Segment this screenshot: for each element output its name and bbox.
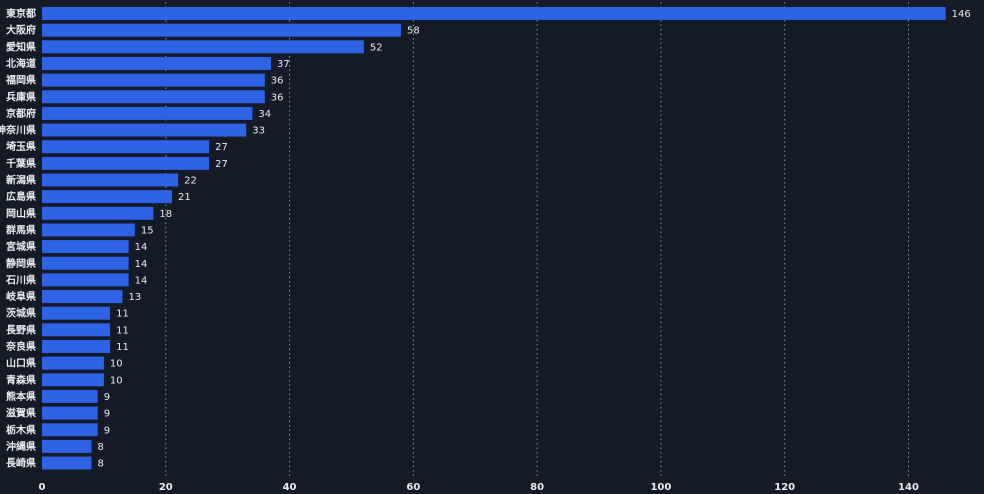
x-tick-label: 140 bbox=[898, 482, 919, 493]
bar-京都府 bbox=[42, 106, 253, 120]
bar-栃木県 bbox=[42, 423, 98, 437]
value-label: 18 bbox=[159, 209, 172, 220]
bar-茨城県 bbox=[42, 306, 111, 320]
bar-岐阜県 bbox=[42, 290, 123, 304]
value-label: 8 bbox=[98, 459, 104, 470]
bars bbox=[42, 7, 946, 470]
category-label: 兵庫県 bbox=[6, 90, 36, 103]
category-label: 石川県 bbox=[5, 273, 36, 286]
category-label: 長崎県 bbox=[6, 457, 36, 470]
value-label: 9 bbox=[104, 409, 110, 420]
category-label: 京都府 bbox=[6, 107, 36, 120]
value-label: 27 bbox=[215, 142, 228, 153]
category-labels: 東京都大阪府愛知県北海道福岡県兵庫県京都府神奈川県埼玉県千葉県新潟県広島県岡山県… bbox=[0, 7, 36, 470]
bar-広島県 bbox=[42, 190, 172, 204]
category-label: 沖縄県 bbox=[6, 440, 36, 453]
bar-沖縄県 bbox=[42, 439, 92, 453]
bar-愛知県 bbox=[42, 40, 364, 54]
value-label: 36 bbox=[271, 92, 284, 103]
value-label: 10 bbox=[110, 375, 123, 386]
category-label: 岐阜県 bbox=[6, 290, 36, 303]
bar-長野県 bbox=[42, 323, 111, 337]
value-label: 9 bbox=[104, 425, 110, 436]
value-label: 15 bbox=[141, 225, 154, 236]
category-label: 山口県 bbox=[6, 357, 36, 370]
value-label: 146 bbox=[952, 9, 971, 20]
bar-兵庫県 bbox=[42, 90, 265, 104]
bar-東京都 bbox=[42, 7, 946, 20]
x-tick-label: 0 bbox=[39, 482, 46, 493]
category-label: 栃木県 bbox=[6, 423, 36, 436]
value-label: 36 bbox=[271, 76, 284, 87]
x-tick-label: 60 bbox=[406, 482, 420, 493]
value-label: 21 bbox=[178, 192, 191, 203]
value-label: 13 bbox=[128, 292, 141, 303]
category-label: 宮城県 bbox=[6, 240, 36, 253]
bar-大阪府 bbox=[42, 23, 401, 37]
bar-山口県 bbox=[42, 356, 104, 370]
category-label: 神奈川県 bbox=[0, 124, 36, 137]
bar-静岡県 bbox=[42, 256, 129, 270]
category-label: 福岡県 bbox=[5, 74, 36, 87]
bar-岡山県 bbox=[42, 206, 154, 220]
value-label: 14 bbox=[135, 275, 148, 286]
category-label: 青森県 bbox=[6, 373, 36, 386]
value-labels: 1465852373636343327272221181514141413111… bbox=[98, 9, 971, 470]
value-label: 27 bbox=[215, 159, 228, 170]
x-tick-label: 80 bbox=[530, 482, 544, 493]
value-label: 11 bbox=[116, 309, 129, 320]
x-tick-label: 100 bbox=[650, 482, 671, 493]
bar-滋賀県 bbox=[42, 406, 98, 420]
value-label: 14 bbox=[135, 242, 148, 253]
value-label: 11 bbox=[116, 342, 129, 353]
bar-福岡県 bbox=[42, 73, 265, 87]
bar-新潟県 bbox=[42, 173, 179, 187]
x-tick-label: 40 bbox=[283, 482, 297, 493]
bar-千葉県 bbox=[42, 156, 210, 170]
category-label: 茨城県 bbox=[6, 307, 36, 320]
value-label: 37 bbox=[277, 59, 290, 70]
value-label: 33 bbox=[252, 126, 265, 137]
value-label: 58 bbox=[407, 26, 420, 37]
x-axis-ticks: 0 20 40 60 80 100 120 140 bbox=[39, 482, 919, 493]
value-label: 11 bbox=[116, 325, 129, 336]
category-label: 新潟県 bbox=[6, 174, 36, 187]
category-label: 千葉県 bbox=[6, 157, 36, 170]
x-tick-label: 20 bbox=[159, 482, 173, 493]
bar-北海道 bbox=[42, 56, 271, 70]
category-label: 滋賀県 bbox=[6, 407, 36, 420]
value-label: 52 bbox=[370, 42, 383, 53]
category-label: 長野県 bbox=[6, 323, 36, 336]
bar-奈良県 bbox=[42, 340, 111, 353]
grid-lines bbox=[165, 2, 909, 478]
value-label: 34 bbox=[258, 109, 271, 120]
x-tick-label: 120 bbox=[774, 482, 795, 493]
value-label: 22 bbox=[184, 176, 197, 187]
bar-熊本県 bbox=[42, 389, 98, 403]
value-label: 9 bbox=[104, 392, 110, 403]
bar-石川県 bbox=[42, 273, 129, 287]
category-label: 愛知県 bbox=[6, 40, 36, 53]
category-label: 大阪府 bbox=[6, 24, 36, 37]
bar-群馬県 bbox=[42, 223, 135, 237]
category-label: 静岡県 bbox=[6, 257, 36, 270]
category-label: 岡山県 bbox=[6, 207, 36, 220]
category-label: 広島県 bbox=[6, 190, 36, 203]
category-label: 奈良県 bbox=[5, 340, 36, 353]
bar-青森県 bbox=[42, 373, 104, 387]
value-label: 10 bbox=[110, 359, 123, 370]
category-label: 北海道 bbox=[6, 57, 36, 70]
value-label: 14 bbox=[135, 259, 148, 270]
bar-長崎県 bbox=[42, 456, 92, 470]
value-label: 8 bbox=[98, 442, 104, 453]
category-label: 群馬県 bbox=[6, 223, 36, 236]
category-label: 埼玉県 bbox=[6, 140, 36, 153]
category-label: 熊本県 bbox=[6, 390, 36, 403]
bar-神奈川県 bbox=[42, 123, 247, 137]
bar-宮城県 bbox=[42, 240, 129, 254]
bar-埼玉県 bbox=[42, 140, 210, 154]
category-label: 東京都 bbox=[6, 7, 36, 20]
